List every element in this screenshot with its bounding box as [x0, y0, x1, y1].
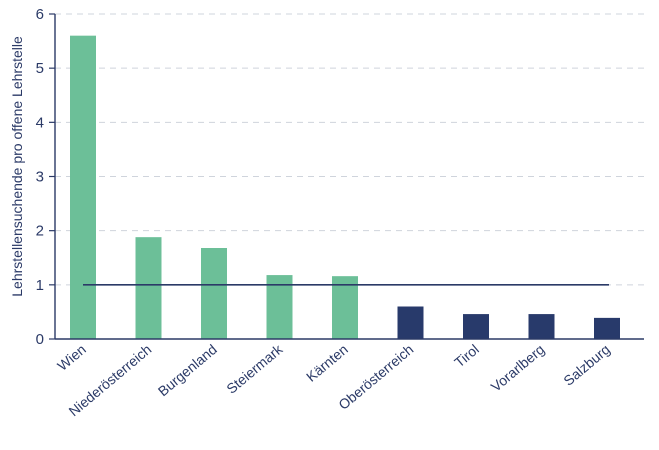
- bar-steiermark: [266, 275, 293, 339]
- x-tick-label: Kärnten: [303, 341, 351, 385]
- x-tick-label: Burgenland: [155, 341, 220, 399]
- bars: [70, 35, 620, 340]
- bar-kärnten: [332, 276, 358, 339]
- bar-oberösterreich: [397, 306, 424, 339]
- y-tick-label: 6: [36, 6, 44, 23]
- x-tick-label: Wien: [54, 341, 89, 374]
- bar-niederösterreich: [135, 237, 162, 339]
- x-tick-label: Tirol: [451, 341, 482, 370]
- y-tick-label: 5: [36, 60, 44, 77]
- y-tick-label: 3: [36, 169, 44, 186]
- y-axis-title: Lehrstellensuchende pro offene Lehrstell…: [9, 36, 25, 297]
- x-tick-label: Vorarlberg: [488, 341, 548, 395]
- bar-wien: [70, 35, 96, 340]
- x-tick-label: Salzburg: [560, 341, 613, 389]
- y-tick-label: 0: [36, 331, 44, 348]
- bar-burgenland: [201, 248, 227, 339]
- y-tick-label: 2: [36, 223, 44, 240]
- bar-salzburg: [594, 317, 620, 339]
- bar-vorarlberg: [528, 314, 555, 339]
- y-tick-label: 1: [36, 277, 44, 294]
- y-tick-label: 4: [36, 114, 44, 131]
- bar-tirol: [463, 314, 489, 339]
- y-axis-ticks: 0 1 2 3 4 5 6: [36, 6, 55, 348]
- x-tick-label: Steiermark: [223, 340, 286, 396]
